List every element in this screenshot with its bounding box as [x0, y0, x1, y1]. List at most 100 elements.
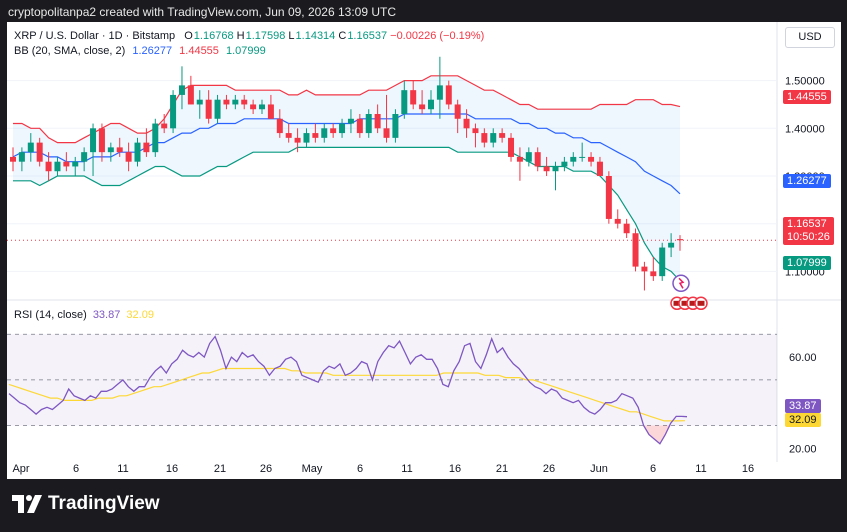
candle-body: [170, 94, 177, 129]
rsi-legend-value: 33.87: [92, 309, 121, 321]
rsi-ma-line: [8, 367, 686, 422]
tradingview-logo[interactable]: TradingView: [12, 493, 160, 515]
brand-name: TradingView: [48, 493, 160, 514]
time-tick-label: 11: [401, 463, 412, 475]
rsi-oversold-fill: [643, 425, 671, 444]
currency-button[interactable]: USD: [785, 27, 835, 48]
change-value: −0.00226 (−0.19%): [390, 30, 485, 42]
candle-body: [250, 104, 257, 110]
candle-body: [18, 152, 25, 162]
candle-body: [374, 114, 381, 129]
chart-svg[interactable]: 1.100001.200001.300001.400001.5000020.00…: [7, 22, 841, 479]
candle-body: [499, 133, 506, 138]
low-value: 1.14314: [295, 30, 336, 42]
candle-body: [365, 114, 372, 134]
candle-body: [436, 85, 443, 100]
bb-lower-badge: 1.07999: [783, 256, 831, 270]
time-tick-label: Apr: [12, 463, 29, 475]
countdown-value: 10:50:26: [787, 231, 830, 243]
candle-body: [223, 99, 230, 105]
candle-body: [445, 85, 452, 105]
caption-bar: cryptopolitanpa2 created with TradingVie…: [0, 0, 847, 22]
candle-body: [410, 90, 417, 105]
candle-body: [178, 85, 185, 95]
candle-body: [81, 152, 88, 162]
tradingview-logo-icon: [12, 495, 42, 513]
candle-body: [232, 99, 239, 105]
price-legend: XRP / U.S. Dollar · 1D · Bitstamp O1.167…: [14, 30, 484, 42]
candle-body: [383, 128, 390, 138]
candle-body: [196, 99, 203, 105]
rsi-legend: RSI (14, close) 33.87 32.09: [14, 309, 154, 321]
candle-body: [285, 133, 292, 138]
rsi-tick-label: 20.00: [789, 443, 817, 455]
candle-body: [605, 176, 612, 219]
time-tick-label: 11: [695, 463, 706, 475]
candle-body: [401, 90, 408, 114]
candle-body: [259, 104, 266, 110]
candle-body: [205, 99, 212, 119]
candle-body: [161, 123, 168, 129]
rsi-line: [8, 335, 688, 445]
candle-body: [579, 156, 586, 158]
candle-body: [152, 123, 159, 153]
candle-body: [356, 118, 363, 134]
candle-body: [125, 152, 132, 162]
candle-body: [54, 161, 61, 172]
chart-area[interactable]: 1.100001.200001.300001.400001.5000020.00…: [7, 22, 841, 479]
candle-body: [107, 147, 114, 153]
candle-body: [508, 137, 515, 157]
symbol-label: XRP / U.S. Dollar · 1D · Bitstamp: [14, 30, 176, 42]
bb-legend: BB (20, SMA, close, 2) 1.26277 1.44555 1…: [14, 45, 266, 57]
candle-body: [650, 271, 657, 277]
footer: TradingView: [0, 479, 847, 532]
candle-body: [276, 118, 283, 134]
candle-body: [561, 161, 568, 167]
us-flag-stripes-icon: [681, 300, 689, 306]
candle-body: [98, 128, 105, 153]
candle-body: [27, 142, 34, 153]
bb-label: BB (20, SMA, close, 2): [14, 45, 126, 57]
bb-mid-badge: 1.26277: [783, 174, 831, 188]
candle-body: [570, 156, 577, 162]
close-label: C: [338, 30, 347, 42]
candle-body: [596, 161, 603, 176]
candle-body: [90, 128, 97, 153]
candle-body: [677, 239, 683, 241]
candle-body: [623, 223, 630, 234]
low-label: L: [288, 30, 295, 42]
candle-body: [614, 218, 621, 224]
candle-body: [134, 142, 141, 162]
high-label: H: [236, 30, 245, 42]
time-tick-label: 26: [260, 463, 272, 475]
us-flag-stripes-icon: [689, 300, 697, 306]
candle-body: [588, 156, 595, 162]
candle-body: [214, 99, 221, 119]
rsi-tick-label: 60.00: [789, 352, 817, 364]
candle-body: [45, 161, 52, 172]
bollinger-upper-line: [13, 75, 681, 144]
time-tick-label: 6: [73, 463, 79, 475]
time-tick-label: 16: [742, 463, 754, 475]
candle-body: [419, 104, 426, 110]
candle-body: [143, 142, 150, 153]
candle-body: [472, 128, 479, 134]
time-tick-label: 26: [543, 463, 555, 475]
candle-body: [347, 118, 354, 124]
open-label: O: [184, 30, 193, 42]
time-tick-label: 16: [449, 463, 461, 475]
candle-body: [659, 247, 666, 277]
candle-body: [267, 104, 274, 119]
candle-body: [312, 133, 319, 138]
caption-text: cryptopolitanpa2 created with TradingVie…: [8, 5, 397, 19]
candle-body: [632, 233, 639, 267]
bollinger-band-fill: [13, 75, 680, 281]
lightning-icon: [678, 277, 685, 289]
candle-body: [321, 128, 328, 138]
last-price-badge: 1.16537 10:50:26: [783, 217, 834, 245]
price-tick-label: 1.40000: [785, 123, 825, 135]
candle-body: [392, 114, 399, 138]
time-tick-label: 21: [496, 463, 508, 475]
time-tick-label: 21: [214, 463, 226, 475]
candle-body: [516, 156, 523, 162]
